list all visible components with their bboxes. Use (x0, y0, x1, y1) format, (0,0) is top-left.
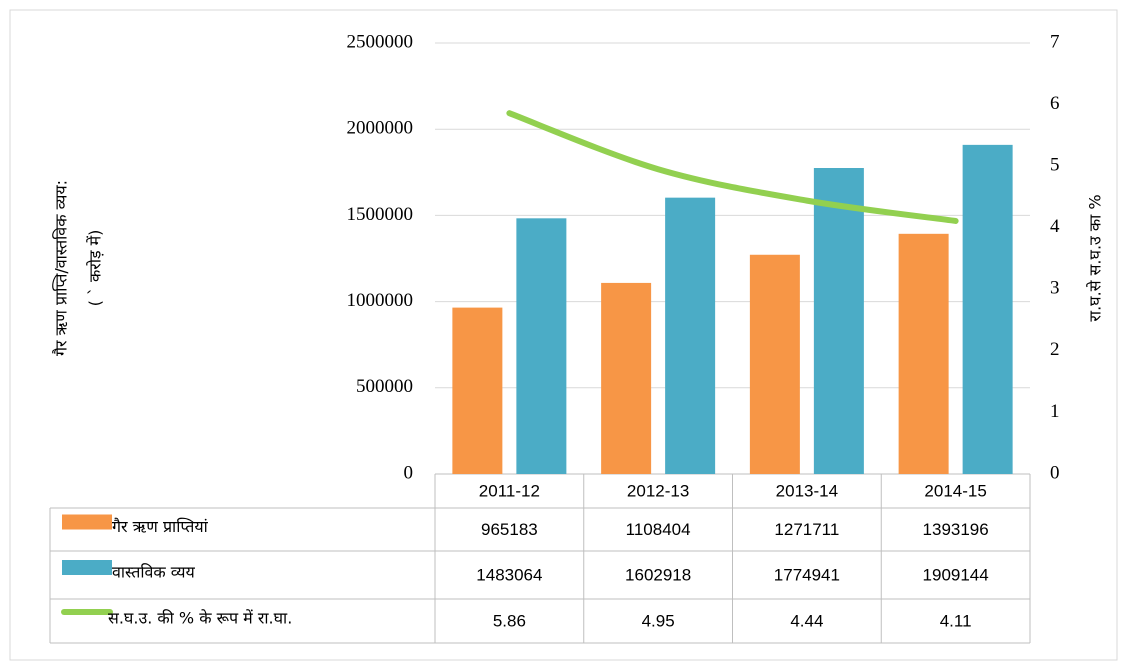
y-tick-label: 1000000 (347, 290, 414, 311)
table-cell: 965183 (481, 520, 538, 539)
table-cell: 1393196 (923, 520, 989, 539)
bar (665, 197, 716, 475)
bar (452, 307, 503, 474)
table-cell: 1483064 (476, 565, 542, 584)
y2-tick-label: 7 (1050, 31, 1060, 52)
bar (813, 168, 864, 474)
legend-label: वास्तविक व्यय (112, 563, 196, 582)
legend-label: स.घ.उ. की % के रूप में रा.घा. (108, 609, 292, 628)
y2-tick-label: 1 (1050, 401, 1060, 422)
y-tick-label: 2000000 (347, 118, 414, 139)
table-cell: 4.95 (642, 611, 675, 630)
y2-tick-label: 5 (1050, 155, 1060, 176)
y2-tick-label: 4 (1050, 216, 1060, 237)
x-tick-label: 2011-12 (479, 481, 540, 500)
bar (749, 254, 800, 474)
y-tick-label: 0 (404, 462, 414, 483)
table-cell: 1602918 (625, 565, 691, 584)
legend-label: गैर ऋण प्राप्तियां (112, 517, 209, 536)
bar (898, 233, 949, 474)
legend-key (62, 560, 112, 575)
line-series (506, 110, 959, 224)
table-cell: 4.11 (940, 611, 972, 630)
y-tick-label: 1500000 (347, 204, 414, 225)
bar (962, 144, 1013, 474)
table-cell: 1271711 (774, 520, 839, 539)
table-cell: 5.86 (493, 611, 526, 630)
bar (516, 218, 567, 474)
y-tick-label: 2500000 (347, 31, 414, 52)
legend-key (62, 514, 112, 530)
y2-tick-label: 6 (1050, 93, 1060, 114)
y-axis-label: ( ` करोड़ में) (86, 230, 105, 307)
y-axis-label: गैर ऋण प्राप्ति/वास्तविक व्यय: (52, 180, 71, 356)
table-cell: 1909144 (923, 565, 989, 584)
x-tick-label: 2013-14 (776, 481, 838, 500)
x-tick-label: 2012-13 (627, 481, 689, 500)
y2-axis-label: रा.घ.से स.घ.उ का % (1086, 194, 1105, 321)
table-cell: 1108404 (626, 520, 691, 539)
y2-tick-label: 3 (1050, 278, 1060, 299)
x-tick-label: 2014-15 (924, 481, 986, 500)
table-cell: 4.44 (790, 611, 823, 630)
bar (601, 282, 652, 474)
y-tick-label: 500000 (356, 376, 413, 397)
y2-tick-label: 0 (1050, 462, 1060, 483)
y2-tick-label: 2 (1050, 339, 1060, 360)
table-cell: 1774941 (774, 565, 840, 584)
